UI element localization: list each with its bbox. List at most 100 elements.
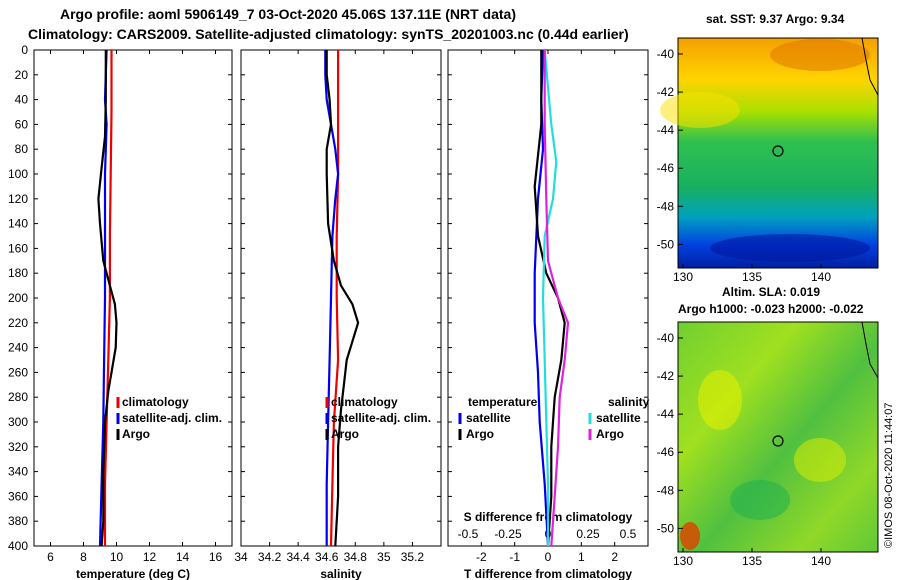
x-tick-label: 6 <box>47 550 54 564</box>
x-axis-label: temperature (deg C) <box>76 567 190 580</box>
legend-group-title: salinity <box>608 395 650 409</box>
x-tick-label: 16 <box>209 550 223 564</box>
profile-title-line2: Climatology: CARS2009. Satellite-adjuste… <box>28 26 629 42</box>
map-lat-label: -46 <box>657 445 675 459</box>
legend-label: climatology <box>331 395 398 409</box>
map-lat-label: -44 <box>657 123 675 137</box>
map-lat-label: -44 <box>657 407 675 421</box>
profile-panel-1: 0 20 40 60 80 100 120 140 160 180 200 220 240 260 280 3… <box>8 43 233 580</box>
sst-map-field <box>677 37 879 269</box>
y-tick-label: 280 <box>8 390 28 404</box>
y-tick-label: 60 <box>15 117 29 131</box>
coastline <box>861 37 879 96</box>
map-lat-label: -40 <box>657 331 675 345</box>
sst-warm-patch <box>770 39 870 71</box>
argo-location-marker <box>772 145 784 157</box>
map-lat-label: -48 <box>657 483 675 497</box>
x-axis-label: salinity <box>320 567 362 580</box>
profile-title-line1: Argo profile: aoml 5906149_7 03-Oct-2020… <box>60 6 516 22</box>
legend-group-title: temperature <box>468 395 538 409</box>
y-tick-label: 100 <box>8 167 28 181</box>
x-tick-label: 1 <box>578 550 585 564</box>
x-tick-label: 2 <box>611 550 618 564</box>
x-axis-label: T difference from climatology <box>464 567 632 580</box>
legend-label: Argo <box>596 427 624 441</box>
y-tick-label: 120 <box>8 192 28 206</box>
y-tick-label: 220 <box>8 316 28 330</box>
x-tick-label: 34.4 <box>286 550 310 564</box>
x-tick-label: 35.2 <box>401 550 425 564</box>
y-tick-label: 180 <box>8 266 28 280</box>
legend-label: satellite-adj. clim. <box>122 411 222 425</box>
sst-map-title: sat. SST: 9.37 Argo: 9.34 <box>706 12 845 26</box>
sla-map-field <box>677 321 879 553</box>
sst-cold-patch <box>710 234 870 262</box>
y-tick-label: 20 <box>15 68 29 82</box>
sla-low-patch <box>730 480 790 520</box>
map-lat-label: -42 <box>657 369 675 383</box>
legend-label: satellite-adj. clim. <box>331 411 431 425</box>
series-line-temperature-argo <box>533 50 566 547</box>
x-tick-label: 34.2 <box>258 550 282 564</box>
panel-frame <box>240 49 442 547</box>
top-tick-label: 0.25 <box>576 527 600 541</box>
x-tick-label: 34 <box>234 550 248 564</box>
y-tick-label: 360 <box>8 489 28 503</box>
x-tick-label: 14 <box>176 550 190 564</box>
y-tick-label: 80 <box>15 142 29 156</box>
map-lon-label: 135 <box>742 270 762 284</box>
legend-label: Argo <box>466 427 494 441</box>
x-tick-label: 34.8 <box>344 550 368 564</box>
map-lat-label: -48 <box>657 199 675 213</box>
sst-yellow-patch <box>660 92 740 128</box>
panel-frame <box>33 49 233 547</box>
y-tick-label: 40 <box>15 93 29 107</box>
x-tick-label: 35 <box>377 550 391 564</box>
x-tick-label: 8 <box>80 550 87 564</box>
sla-high-patch <box>698 370 742 430</box>
map-lon-label: 140 <box>811 554 831 568</box>
series-line-argo <box>325 50 360 547</box>
x-tick-label: 34.6 <box>315 550 339 564</box>
top-tick-label: -0.5 <box>458 527 479 541</box>
sla-map-title: Altim. SLA: 0.019 <box>722 285 821 299</box>
sla-map <box>677 321 879 553</box>
legend-label: satellite <box>466 411 511 425</box>
series-line-salinity-satellite <box>541 49 558 546</box>
sla-red-patch <box>680 522 700 550</box>
sst-map <box>660 37 879 269</box>
map-lon-label: 130 <box>673 270 693 284</box>
top-tick-label: 0.5 <box>620 527 637 541</box>
map-lat-label: -42 <box>657 85 675 99</box>
y-tick-label: 200 <box>8 291 28 305</box>
map-lat-label: -46 <box>657 161 675 175</box>
y-tick-label: 240 <box>8 341 28 355</box>
legend-label: climatology <box>122 395 189 409</box>
y-tick-label: 160 <box>8 241 28 255</box>
imos-credit: ©IMOS 08-Oct-2020 11:44:07 <box>883 403 895 548</box>
x-tick-label: -1 <box>509 550 520 564</box>
profile-panel-2: 34 34.2 34.4 34.6 34.8 35 35.2 salinity climatol… <box>234 49 442 580</box>
y-tick-label: 0 <box>21 43 28 57</box>
y-tick-label: 400 <box>8 539 28 553</box>
y-tick-label: 320 <box>8 440 28 454</box>
map-lon-label: 130 <box>673 554 693 568</box>
y-tick-label: 260 <box>8 365 28 379</box>
legend-label: Argo <box>331 427 359 441</box>
x-tick-label: 10 <box>110 550 124 564</box>
map-lat-label: -40 <box>657 47 675 61</box>
series-line-argo <box>97 50 118 547</box>
top-tick-label: -0.25 <box>494 527 522 541</box>
coastline-2 <box>861 321 879 379</box>
map-lon-label: 135 <box>742 554 762 568</box>
argo-location-marker-2 <box>772 435 784 447</box>
series-line-climatology <box>103 50 113 546</box>
x-tick-label: 12 <box>143 550 157 564</box>
map-lat-label: -50 <box>657 237 675 251</box>
y-tick-label: 340 <box>8 465 28 479</box>
x-tick-label: 0 <box>545 550 552 564</box>
series-line-salinity-argo <box>543 50 570 547</box>
sla-high-patch-2 <box>794 438 846 482</box>
